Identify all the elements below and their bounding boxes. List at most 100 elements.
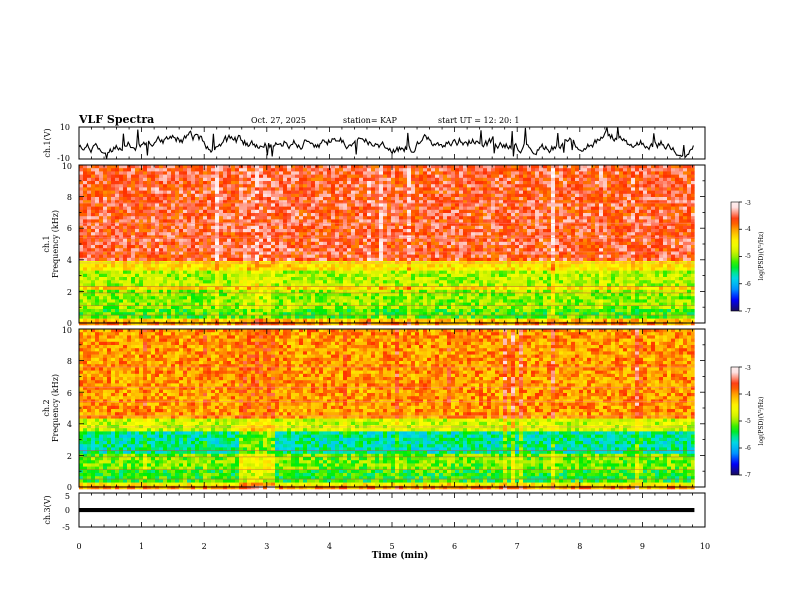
spectrogram-cell	[403, 168, 408, 172]
spectrogram-cell	[203, 222, 208, 227]
spectrogram-cell	[443, 267, 448, 271]
spectrogram-cell	[183, 184, 188, 188]
spectrogram-cell	[199, 197, 204, 201]
spectrogram-cell	[467, 238, 472, 243]
spectrogram-cell	[151, 283, 156, 287]
spectrogram-cell	[263, 283, 268, 287]
spectrogram-cell	[343, 165, 348, 169]
spectrogram-cell	[463, 235, 468, 239]
spectrogram-cell	[443, 280, 448, 284]
spectrogram-cell	[119, 184, 124, 188]
spectrogram-cell	[275, 168, 280, 172]
spectrogram-cell	[339, 219, 344, 223]
spectrogram-cell	[271, 190, 276, 195]
spectrogram-cell	[303, 165, 308, 169]
spectrogram-cell	[83, 299, 88, 303]
spectrogram-cell	[383, 321, 388, 326]
spectrogram-cell	[187, 219, 192, 223]
spectrogram-cell	[463, 270, 468, 275]
spectrogram-cell	[119, 305, 124, 310]
spectrogram-cell	[191, 302, 196, 307]
spectrogram-cell	[135, 197, 140, 201]
spectrogram-cell	[95, 299, 100, 303]
spectrogram-cell	[235, 219, 240, 223]
spectrogram-cell	[199, 293, 204, 297]
spectrogram-cell	[283, 174, 288, 179]
spectrogram-cell	[355, 209, 360, 214]
spectrogram-cell	[135, 296, 140, 300]
spectrogram-cell	[315, 267, 320, 271]
spectrogram-cell	[123, 321, 128, 326]
spectrogram-cell	[235, 270, 240, 275]
spectrogram-cell	[395, 312, 400, 316]
spectrogram-cell	[335, 280, 340, 284]
spectrogram-cell	[187, 187, 192, 191]
spectrogram-cell	[291, 165, 296, 169]
spectrogram-cell	[95, 257, 100, 262]
spectrogram-cell	[203, 299, 208, 303]
spectrogram-cell	[399, 203, 404, 207]
spectrogram-cell	[347, 171, 352, 175]
spectrogram-cell	[323, 315, 328, 319]
spectrogram-cell	[83, 245, 88, 249]
spectrogram-cell	[347, 203, 352, 207]
spectrogram-cell	[243, 232, 248, 236]
spectrogram-cell	[347, 289, 352, 294]
spectrogram-cell	[371, 257, 376, 262]
spectrogram-cell	[367, 273, 372, 278]
spectrogram-cell	[363, 254, 368, 259]
spectrogram-cell	[431, 296, 436, 300]
spectrogram-cell	[267, 283, 272, 287]
spectrogram-cell	[347, 277, 352, 281]
spectrogram-cell	[295, 219, 300, 223]
spectrogram-cell	[319, 270, 324, 275]
spectrogram-cell	[115, 165, 120, 169]
spectrogram-cell	[291, 302, 296, 307]
spectrogram-cell	[411, 184, 416, 188]
spectrogram-cell	[447, 181, 452, 185]
spectrogram-cell	[327, 200, 332, 204]
spectrogram-cell	[403, 165, 408, 169]
spectrogram-cell	[435, 219, 440, 223]
spectrogram-cell	[247, 270, 252, 275]
spectrogram-cell	[131, 200, 136, 204]
spectrogram-cell	[263, 293, 268, 297]
spectrogram-cell	[167, 270, 172, 275]
spectrogram-cell	[307, 267, 312, 271]
spectrogram-cell	[311, 299, 316, 303]
spectrogram-cell	[171, 267, 176, 271]
spectrogram-cell	[295, 248, 300, 252]
spectrogram-cell	[343, 257, 348, 262]
spectrogram-cell	[319, 222, 324, 227]
spectrogram-cell	[275, 257, 280, 262]
spectrogram-cell	[255, 222, 260, 227]
spectrogram-cell	[407, 321, 412, 326]
spectrogram-cell	[415, 174, 420, 179]
spectrogram-cell	[99, 219, 104, 223]
spectrogram-cell	[79, 187, 84, 191]
spectrogram-cell	[107, 273, 112, 278]
spectrogram-cell	[415, 238, 420, 243]
spectrogram-cell	[167, 296, 172, 300]
spectrogram-cell	[287, 200, 292, 204]
spectrogram-cell	[195, 238, 200, 243]
spectrogram-cell	[123, 168, 128, 172]
spectrogram-cell	[199, 165, 204, 169]
spectrogram-cell	[391, 184, 396, 188]
spectrogram-cell	[239, 229, 244, 233]
spectrogram-cell	[455, 222, 460, 227]
spectrogram-cell	[291, 200, 296, 204]
spectrogram-cell	[411, 165, 416, 169]
spectrogram-cell	[407, 197, 412, 201]
spectrogram-cell	[99, 312, 104, 316]
spectrogram-cell	[263, 174, 268, 179]
spectrogram-cell	[231, 277, 236, 281]
spectrogram-cell	[407, 315, 412, 319]
spectrogram-cell	[283, 200, 288, 204]
spectrogram-cell	[151, 257, 156, 262]
spectrogram-cell	[131, 174, 136, 179]
spectrogram-cell	[267, 309, 272, 313]
spectrogram-cell	[427, 174, 432, 179]
spectrogram-cell	[123, 280, 128, 284]
spectrogram-cell	[399, 174, 404, 179]
